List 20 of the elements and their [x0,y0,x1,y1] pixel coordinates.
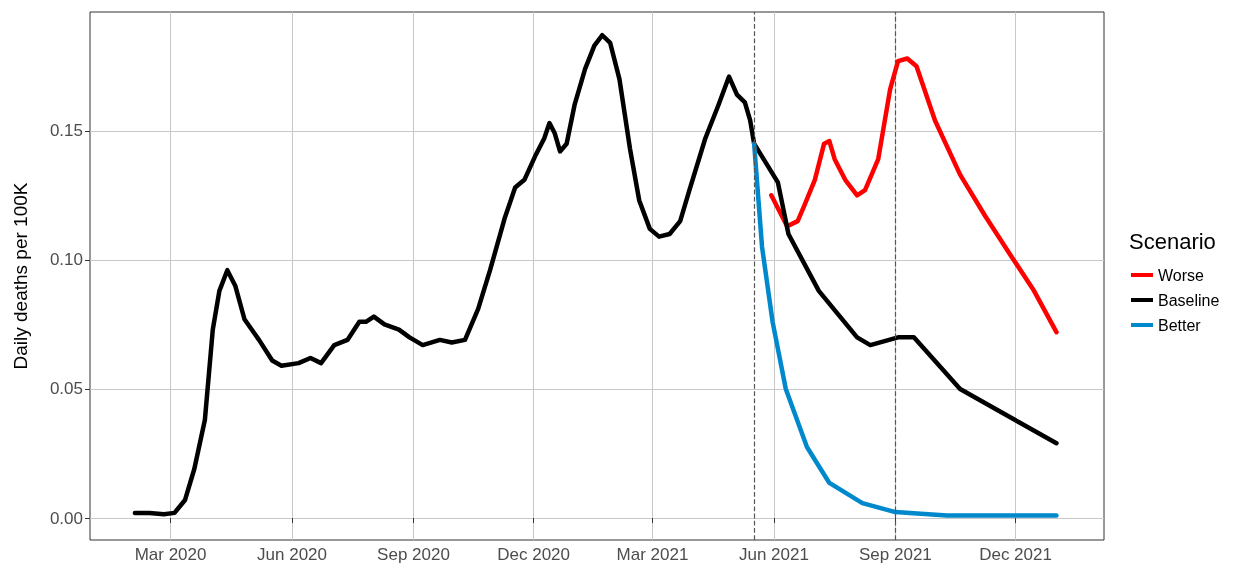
x-tick-label: Mar 2020 [134,545,207,564]
y-tick-label: 0.10 [49,250,83,270]
x-tick-label: Sep 2021 [858,545,932,564]
x-tick-label: Dec 2020 [497,545,571,564]
y-tick-label: 0.15 [49,121,83,141]
legend-title: Scenario [1129,228,1216,254]
x-tick-label: Jun 2020 [257,545,327,564]
line-series [769,56,1059,335]
x-tick-label: Jun 2021 [738,545,809,564]
line-series [751,141,1059,518]
x-tick-label: Mar 2021 [616,545,689,564]
y-axis-title: Daily deaths per 100K [10,182,31,370]
x-tick-label: Sep 2020 [377,545,450,564]
x-tick-label: Dec 2021 [979,545,1052,564]
legend-label: Baseline [1158,291,1220,309]
y-tick-label: 0.00 [49,508,83,528]
line-series [132,32,1059,517]
y-tick-label: 0.05 [49,379,83,399]
legend-label: Worse [1158,266,1205,284]
legend-label: Better [1158,316,1202,334]
